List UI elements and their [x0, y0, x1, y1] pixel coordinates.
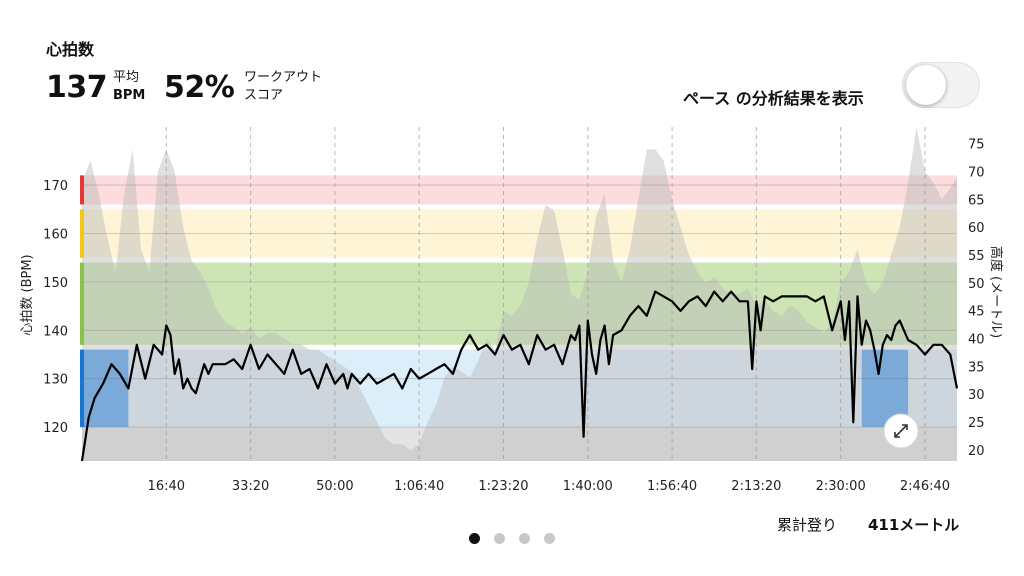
avg-hr-label: 平均 — [113, 70, 140, 85]
zone-marker-blue — [80, 349, 84, 428]
zone-band-green — [82, 262, 957, 345]
x-tick-label: 1:23:20 — [478, 479, 528, 494]
page-indicator[interactable] — [469, 533, 555, 544]
zone-band-gray — [82, 427, 957, 461]
x-tick-label: 1:56:40 — [647, 479, 697, 494]
workout-score-label: ワークアウト — [244, 70, 323, 85]
y-axis-left: 120 130 140 150 160 170 — [43, 179, 68, 436]
elevation-area — [82, 127, 957, 461]
y-axis-right: 20 25 30 35 40 45 50 55 60 65 70 75 — [968, 138, 985, 459]
y2-tick-label: 50 — [968, 277, 985, 292]
avg-hr-value: 137 — [46, 70, 108, 105]
zone-marker-green — [80, 262, 84, 345]
y-tick-label: 120 — [43, 421, 68, 436]
heart-rate-series — [80, 290, 959, 462]
y-tick-label: 140 — [43, 324, 68, 339]
y-tick-label: 150 — [43, 276, 68, 291]
workout-score-value: 52% — [164, 70, 235, 105]
zone-marker-red — [80, 175, 84, 205]
x-tick-label: 2:46:40 — [900, 479, 950, 494]
zone-band-red — [82, 175, 957, 205]
expand-icon[interactable] — [894, 424, 908, 438]
page-dot[interactable] — [494, 533, 505, 544]
x-tick-label: 50:00 — [316, 479, 353, 494]
y-tick-label: 160 — [43, 227, 68, 242]
page-dot[interactable] — [519, 533, 530, 544]
y2-tick-label: 60 — [968, 221, 985, 236]
y2-tick-label: 25 — [968, 416, 985, 431]
x-tick-label: 2:30:00 — [816, 479, 866, 494]
y2-tick-label: 20 — [968, 444, 985, 459]
x-tick-label: 16:40 — [148, 479, 185, 494]
zone-marker-yellow — [80, 209, 84, 258]
y2-tick-label: 40 — [968, 333, 985, 348]
y-tick-label: 170 — [43, 179, 68, 194]
y2-tick-label: 45 — [968, 305, 985, 320]
y2-axis-label: 高度 (メートル) — [988, 246, 1004, 338]
y-tick-label: 130 — [43, 373, 68, 388]
y-axis-label: 心拍数 (BPM) — [20, 254, 35, 335]
workout-score-label-2: スコア — [244, 88, 284, 103]
y2-tick-label: 75 — [968, 138, 985, 153]
total-climb-value: 411メートル — [868, 516, 960, 534]
page-dot[interactable] — [544, 533, 555, 544]
y2-tick-label: 30 — [968, 388, 985, 403]
y2-tick-label: 35 — [968, 360, 985, 375]
page-dot[interactable] — [469, 533, 480, 544]
heart-rate-line — [80, 290, 959, 462]
y2-tick-label: 70 — [968, 166, 985, 181]
x-tick-label: 33:20 — [232, 479, 269, 494]
pace-toggle-label: ペース の分析結果を表示 — [683, 89, 864, 108]
x-tick-label: 1:40:00 — [563, 479, 613, 494]
expand-button[interactable] — [883, 413, 919, 449]
pace-toggle[interactable] — [902, 62, 980, 108]
y2-tick-label: 55 — [968, 249, 985, 264]
avg-hr-unit: BPM — [113, 88, 146, 103]
toggle-knob[interactable] — [906, 65, 946, 105]
x-tick-label: 2:13:20 — [731, 479, 781, 494]
grid — [82, 127, 957, 461]
x-tick-label: 1:06:40 — [394, 479, 444, 494]
elevation-series — [82, 127, 957, 461]
chart-title: 心拍数 — [46, 40, 95, 59]
total-climb-label: 累計登り — [777, 516, 838, 534]
x-axis: 16:40 33:20 50:00 1:06:40 1:23:20 1:40:00 1:56… — [148, 479, 950, 494]
y2-tick-label: 65 — [968, 193, 985, 208]
